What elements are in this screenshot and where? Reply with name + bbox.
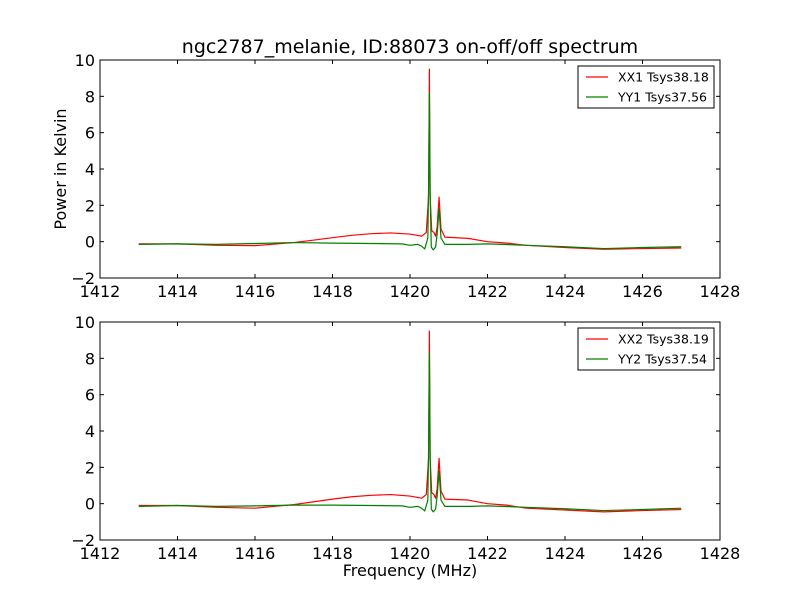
y-tick-label: −2 xyxy=(71,269,95,288)
legend-label: XX1 Tsys38.18 xyxy=(618,70,709,85)
x-tick-label: 1422 xyxy=(467,544,508,563)
y-tick-label: 4 xyxy=(85,422,95,441)
plot-panel-2: 1412 1414 1416 1418 1420 1422 1424 1426 1428 −2 0 2… xyxy=(71,313,740,580)
x-tick-label: 1416 xyxy=(235,544,276,563)
x-axis-label: Frequency (MHz) xyxy=(343,561,477,580)
y-tick-label: 8 xyxy=(85,349,95,368)
x-tick-label: 1426 xyxy=(622,544,663,563)
y-tick-label: 0 xyxy=(85,233,95,252)
series-line-2 xyxy=(138,92,682,251)
x-tick-label: 1414 xyxy=(157,544,198,563)
x-tick-label: 1426 xyxy=(622,282,663,301)
x-tick-label: 1420 xyxy=(390,282,431,301)
y-tick-label: −2 xyxy=(71,531,95,550)
y-tick-label: 10 xyxy=(75,51,95,70)
y-tick-label: 8 xyxy=(85,87,95,106)
legend: XX1 Tsys38.18 YY1 Tsys37.56 xyxy=(577,65,715,109)
x-tick-label: 1422 xyxy=(467,282,508,301)
x-tick-label: 1412 xyxy=(80,544,121,563)
series-lines xyxy=(138,68,682,251)
legend-label: YY1 Tsys37.56 xyxy=(617,90,707,105)
y-tick-label: 6 xyxy=(85,124,95,143)
x-tick-label: 1424 xyxy=(545,544,586,563)
legend-box xyxy=(577,327,715,371)
legend: XX2 Tsys38.19 YY2 Tsys37.54 xyxy=(577,327,715,371)
x-tick-label: 1418 xyxy=(312,282,353,301)
y-tick-label: 2 xyxy=(85,196,95,215)
y-tick-label: 2 xyxy=(85,458,95,477)
x-tick-label: 1420 xyxy=(390,544,431,563)
y-tick-label: 6 xyxy=(85,386,95,405)
series-line-2 xyxy=(138,352,682,513)
y-tick-label: 0 xyxy=(85,495,95,514)
y-axis-label: Power in Kelvin xyxy=(51,108,70,229)
x-tick-label: 1428 xyxy=(700,282,741,301)
legend-label: YY2 Tsys37.54 xyxy=(617,352,707,367)
x-tick-label: 1416 xyxy=(235,282,276,301)
chart-title: ngc2787_melanie, ID:88073 on-off/off spe… xyxy=(182,36,638,58)
y-tick-label: 4 xyxy=(85,160,95,179)
legend-box xyxy=(577,65,715,109)
series-lines xyxy=(138,330,682,513)
x-tick-label: 1428 xyxy=(700,544,741,563)
legend-label: XX2 Tsys38.19 xyxy=(618,332,709,347)
x-tick-label: 1412 xyxy=(80,282,121,301)
x-tick-label: 1424 xyxy=(545,282,586,301)
x-tick-label: 1418 xyxy=(312,544,353,563)
y-tick-label: 10 xyxy=(75,313,95,332)
x-tick-label: 1414 xyxy=(157,282,198,301)
plot-panel-1: 1412 1414 1416 1418 1420 1422 1424 1426 1428 −2 0 2… xyxy=(51,51,740,301)
